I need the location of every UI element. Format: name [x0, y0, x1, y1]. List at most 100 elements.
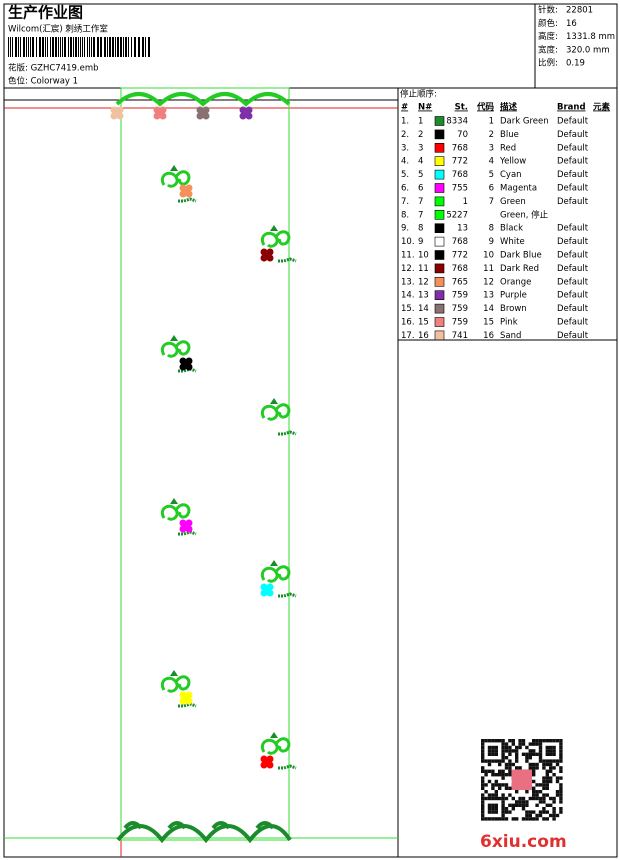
color-swatch — [434, 210, 445, 220]
qr-cell — [498, 796, 502, 801]
stop-title: 停止顺序: — [400, 89, 437, 100]
qr-cell — [501, 739, 505, 743]
stitches: 759 — [452, 291, 468, 301]
description: Purple — [500, 291, 527, 301]
stat-value: 1331.8 mm — [566, 32, 615, 42]
qr-cell — [542, 786, 546, 790]
qr-cell — [504, 756, 509, 760]
qr-cell — [532, 786, 536, 790]
qr-cell — [501, 800, 505, 804]
qr-cell — [484, 759, 488, 763]
qr-cell — [481, 749, 485, 753]
brand: Default — [557, 331, 589, 341]
qr-cell — [559, 786, 563, 790]
row-index: 10. — [401, 237, 415, 247]
qr-cell — [518, 800, 522, 804]
qr-cell — [528, 766, 532, 770]
bar — [131, 37, 132, 57]
qr-cell — [501, 752, 505, 756]
stat-label: 比例: — [538, 58, 558, 69]
bar — [91, 37, 92, 57]
qr-cell — [521, 752, 526, 756]
qr-cell — [549, 769, 553, 773]
qr-cell — [504, 807, 509, 811]
code: 2 — [489, 130, 494, 140]
qr-cell — [545, 749, 549, 753]
qr-cell — [532, 739, 536, 743]
row-index: 12. — [401, 264, 415, 274]
qr-cell — [542, 766, 546, 770]
qr-cell — [542, 807, 546, 811]
stat-label: 宽度: — [538, 44, 558, 55]
qr-cell — [555, 759, 560, 763]
qr-cell — [535, 803, 539, 807]
needle: 7 — [418, 210, 423, 220]
qr-cell — [501, 769, 505, 773]
stitches: 759 — [452, 318, 468, 328]
qr-cell — [532, 762, 536, 767]
qr-cell — [528, 796, 532, 801]
bar — [115, 37, 116, 57]
row-index: 9. — [401, 224, 409, 234]
qr-cell — [535, 752, 539, 756]
qr-cell — [515, 803, 519, 807]
qr-cell — [528, 756, 532, 760]
qr-cell — [491, 739, 495, 743]
bar — [52, 37, 54, 57]
qr-cell — [487, 810, 492, 814]
qr-cell — [515, 800, 519, 804]
qr-cell — [491, 783, 495, 787]
stat-label: 高度: — [538, 31, 558, 42]
qr-cell — [542, 779, 546, 784]
description: Sand — [500, 331, 521, 341]
bar — [97, 37, 99, 57]
bar — [82, 37, 83, 57]
row-index: 3. — [401, 143, 409, 153]
qr-cell — [484, 790, 488, 794]
qr-cell — [532, 749, 536, 753]
stat-value: 16 — [566, 19, 577, 29]
stat-label: 针数: — [538, 5, 558, 16]
flower — [179, 357, 193, 371]
flower — [179, 184, 193, 198]
needle: 14 — [418, 304, 429, 314]
stat-value: 0.19 — [566, 59, 585, 69]
qr-cell — [494, 759, 498, 763]
code: 16 — [483, 331, 494, 341]
bar — [50, 37, 51, 57]
qr-cell — [511, 749, 515, 753]
qr-cell — [487, 749, 492, 753]
bar — [55, 37, 57, 57]
qr-cell — [532, 793, 536, 797]
qr-cell — [515, 766, 519, 770]
qr-cell — [559, 776, 563, 780]
qr-cell — [498, 773, 502, 777]
qr-cell — [559, 745, 563, 750]
code: 14 — [483, 304, 494, 314]
bar — [93, 37, 95, 57]
bar — [109, 37, 111, 57]
code: 1 — [489, 117, 494, 127]
row-index: 13. — [401, 277, 415, 287]
code: 12 — [483, 277, 494, 287]
bar — [26, 37, 27, 57]
stitches: 759 — [452, 304, 468, 314]
qr-cell — [481, 793, 485, 797]
qr-cell — [555, 776, 560, 780]
qr-cell — [535, 766, 539, 770]
row-index: 4. — [401, 157, 409, 167]
qr-cell — [545, 762, 549, 767]
qr-cell — [532, 817, 536, 821]
needle: 12 — [418, 277, 429, 287]
qr-cell — [538, 790, 543, 794]
bar — [70, 37, 72, 57]
row-index: 8. — [401, 210, 409, 220]
description: Pink — [500, 318, 518, 328]
qr-cell — [508, 810, 512, 814]
qr-cell — [511, 803, 515, 807]
qr-cell — [487, 762, 492, 767]
qr-cell — [491, 803, 495, 807]
qr-cell — [521, 742, 526, 746]
qr-cell — [518, 742, 522, 746]
qr-cell — [535, 813, 539, 818]
